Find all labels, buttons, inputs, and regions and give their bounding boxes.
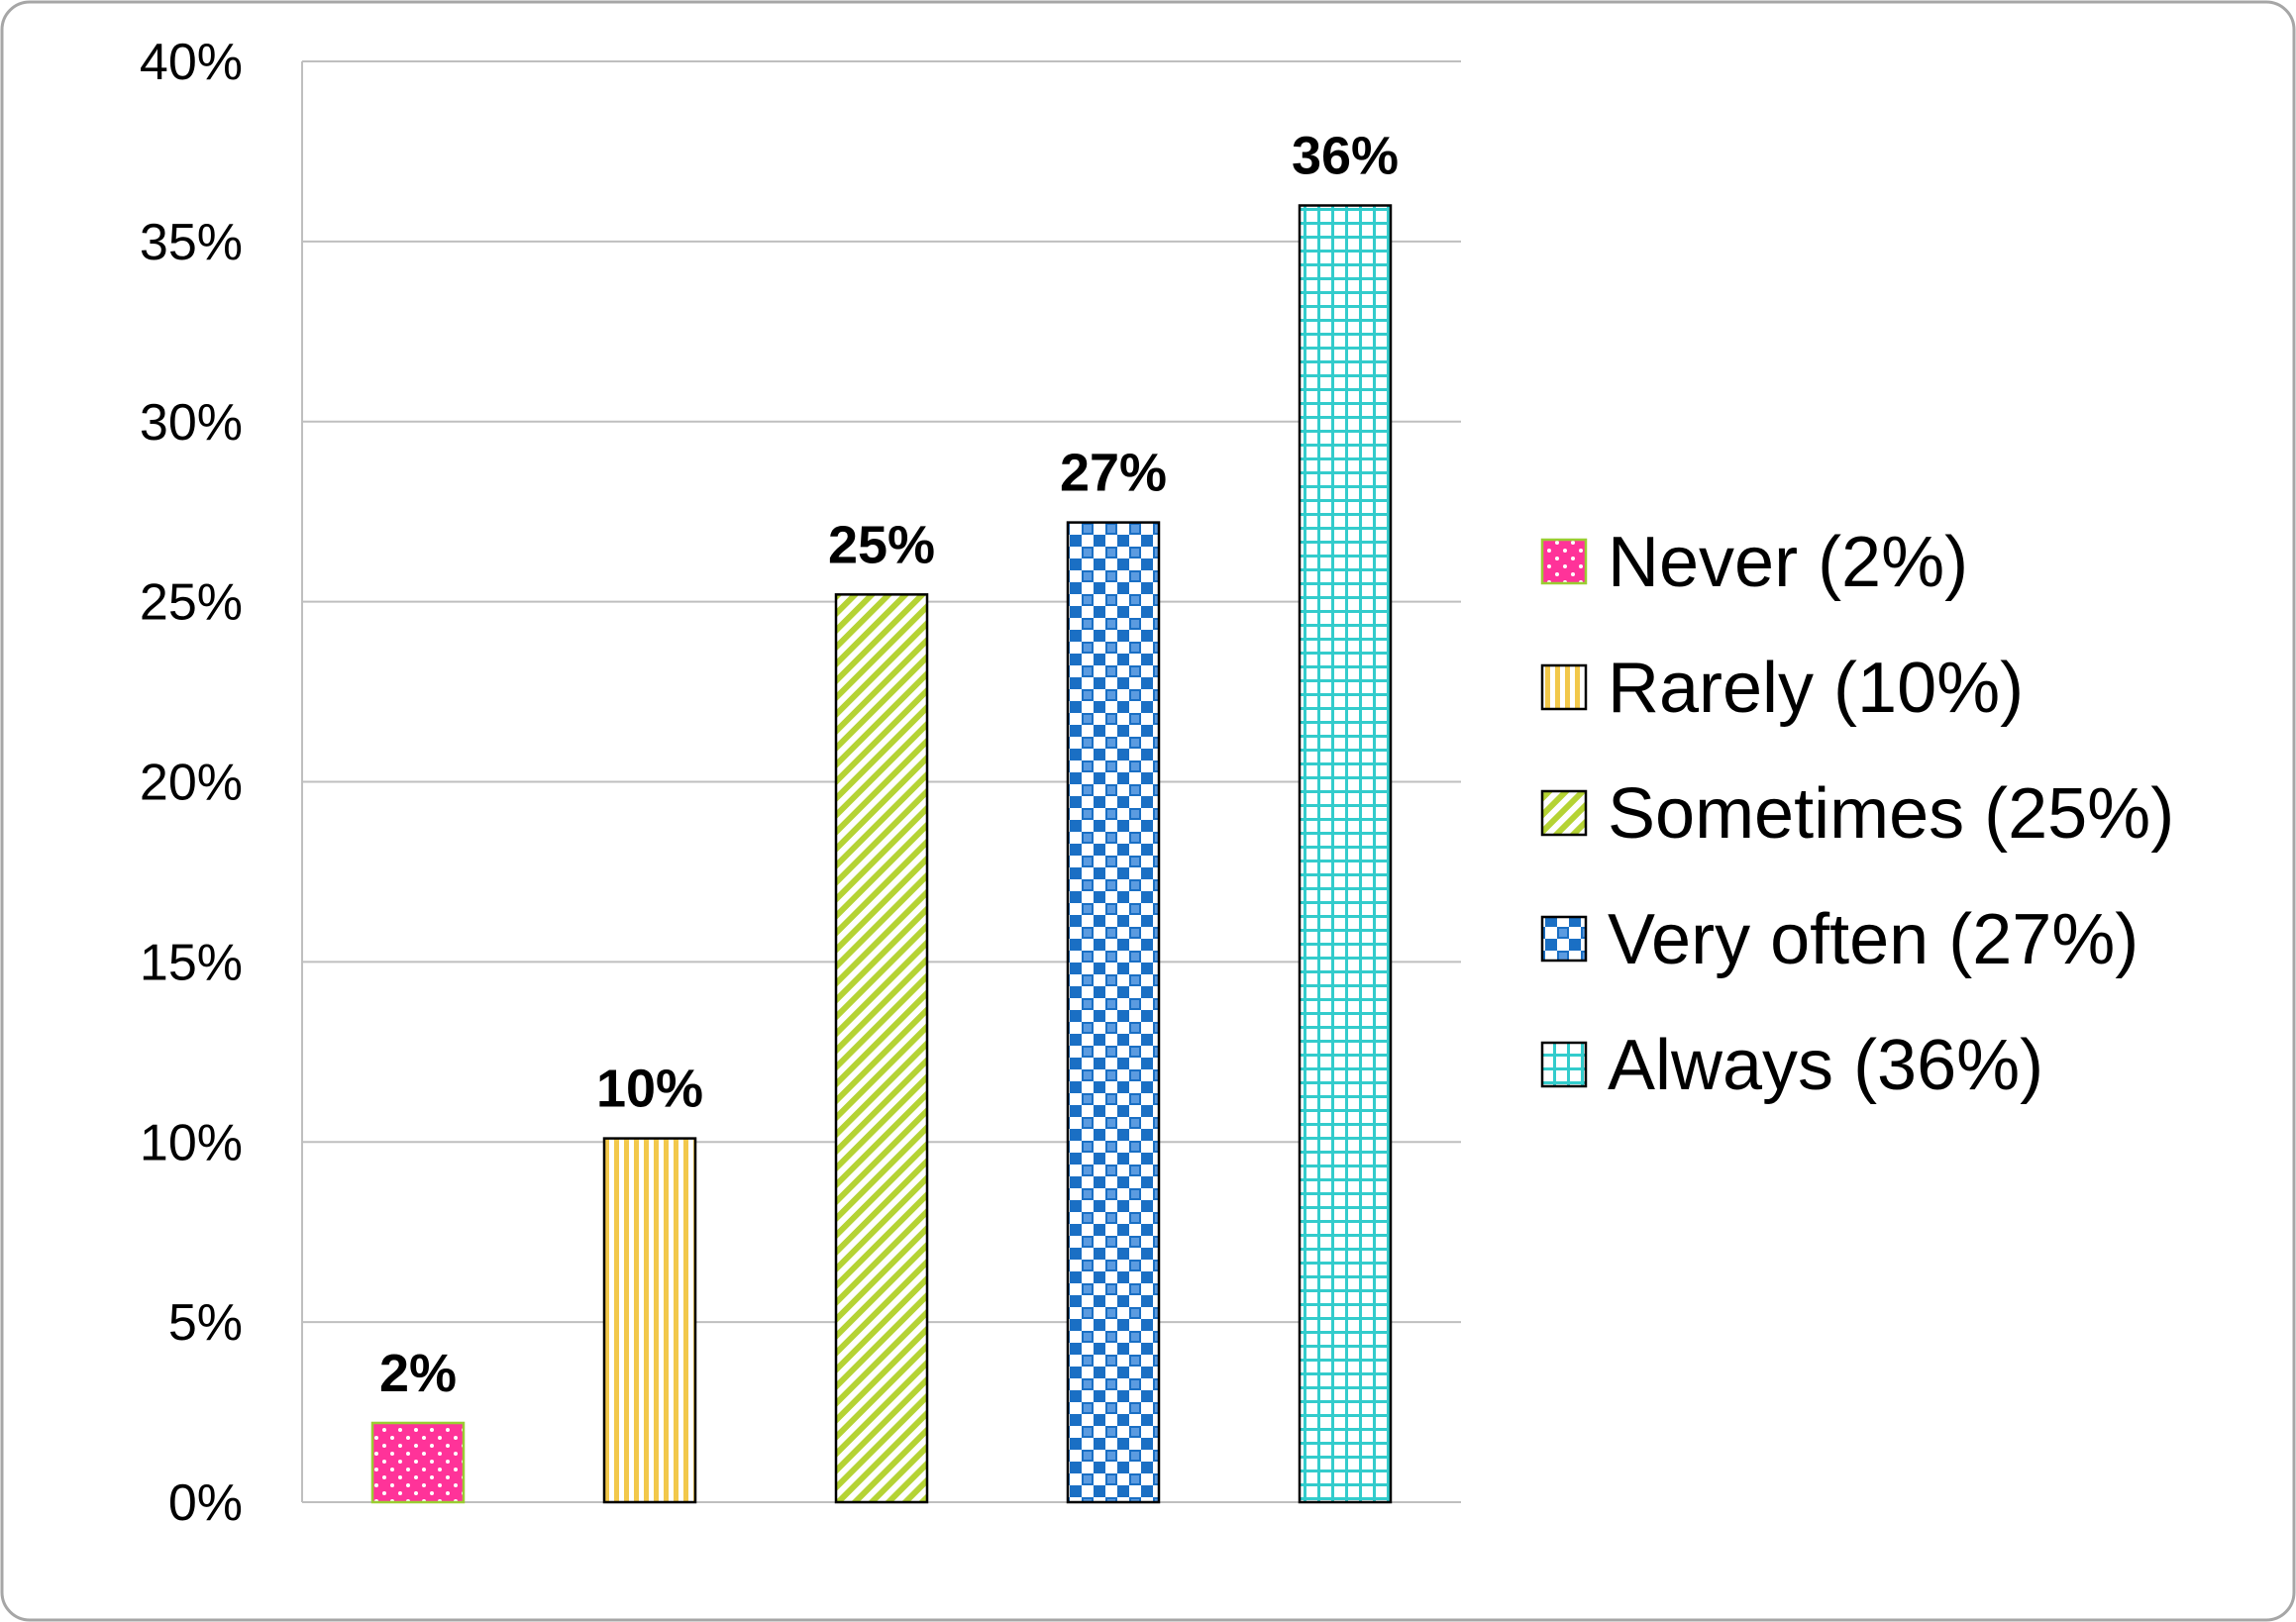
data-label: 10%: [596, 1060, 703, 1119]
legend-swatch: [1540, 915, 1588, 963]
data-label: 36%: [1292, 127, 1399, 186]
bar-3: [834, 593, 929, 1504]
y-tick-label: 35%: [140, 214, 243, 271]
legend-label: Never (2%): [1608, 523, 1968, 602]
legend-swatch: [1540, 663, 1588, 711]
data-label: 25%: [828, 515, 935, 574]
y-axis: 0% 5% 10% 15% 20% 25% 30% 35% 40%: [140, 34, 303, 1532]
y-tick-label: 40%: [140, 34, 243, 91]
legend-label: Sometimes (25%): [1608, 774, 2174, 854]
legend-swatch: [1540, 789, 1588, 837]
legend-label: Rarely (10%): [1608, 649, 2024, 728]
data-label: 2%: [379, 1344, 457, 1403]
bar-4: [1066, 521, 1161, 1504]
data-labels: 2% 10% 25% 27% 36%: [379, 127, 1399, 1403]
bar-2: [602, 1137, 697, 1504]
legend: Never (2%) Rarely (10%) Sometimes (25%) Ver…: [1540, 523, 2174, 1105]
bars: [370, 204, 1393, 1504]
legend-swatch: [1540, 1041, 1588, 1088]
legend-label: Always (36%): [1608, 1026, 2043, 1105]
y-tick-label: 5%: [168, 1294, 243, 1352]
y-tick-label: 15%: [140, 934, 243, 991]
legend-swatch: [1540, 538, 1588, 585]
bar-5: [1298, 204, 1393, 1504]
y-tick-label: 20%: [140, 755, 243, 812]
bar-1: [370, 1421, 466, 1504]
legend-label: Very often (27%): [1608, 900, 2139, 979]
y-tick-label: 30%: [140, 394, 243, 452]
y-tick-label: 0%: [168, 1474, 243, 1532]
y-tick-label: 10%: [140, 1114, 243, 1171]
data-label: 27%: [1060, 444, 1167, 503]
y-tick-label: 25%: [140, 574, 243, 632]
